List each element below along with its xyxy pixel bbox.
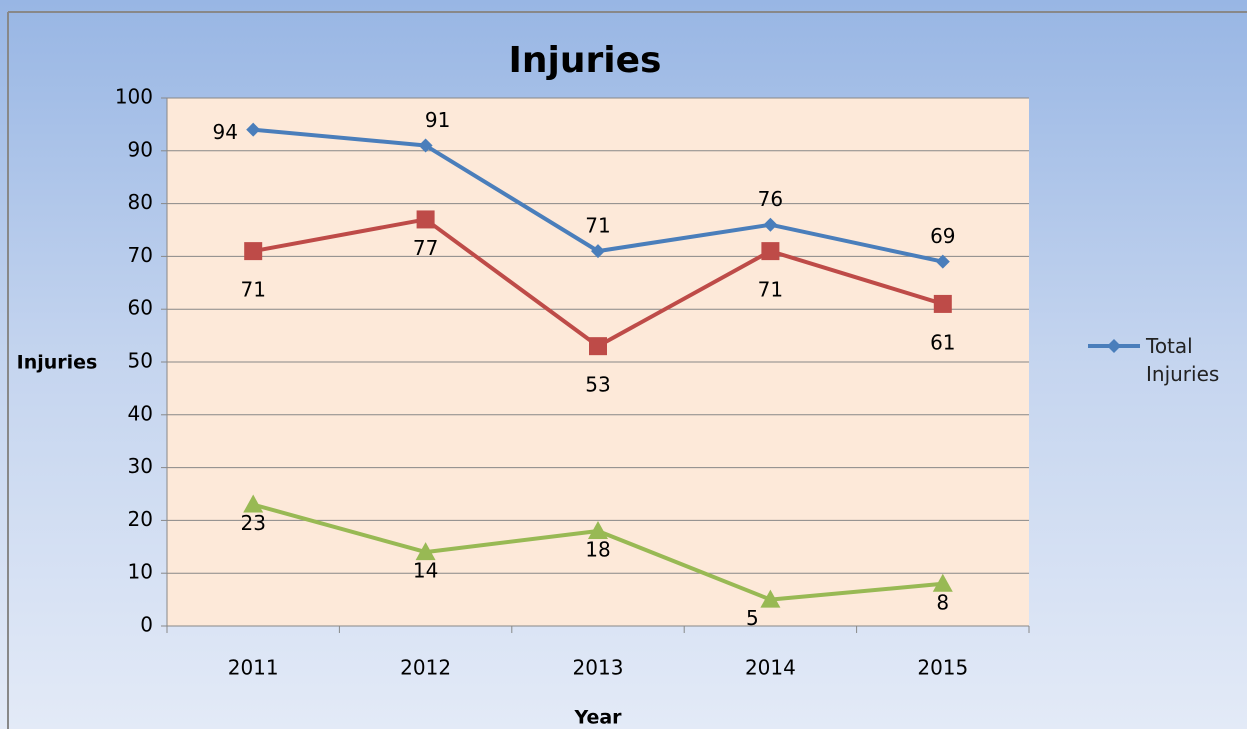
marker — [935, 254, 950, 269]
y-tick-label: 80 — [128, 190, 153, 214]
y-tick-label: 20 — [128, 507, 153, 531]
y-axis-label: Injuries — [17, 352, 98, 374]
x-tick-label: 2011 — [228, 656, 279, 680]
y-tick-label: 50 — [128, 349, 153, 373]
marker — [760, 589, 781, 608]
y-tick-label: 100 — [115, 85, 153, 109]
marker — [243, 494, 264, 513]
data-label: 94 — [212, 120, 237, 144]
data-label: 77 — [413, 236, 438, 260]
marker — [763, 217, 778, 232]
data-label: 23 — [240, 511, 265, 535]
marker — [418, 138, 433, 153]
data-label: 53 — [585, 373, 610, 397]
y-tick-label: 40 — [128, 401, 153, 425]
y-tick-label: 70 — [128, 243, 153, 267]
marker — [244, 242, 263, 261]
x-tick-label: 2012 — [400, 656, 451, 680]
data-label: 18 — [585, 537, 610, 561]
data-label: 14 — [413, 559, 438, 583]
marker — [246, 122, 261, 137]
x-tick-label: 2014 — [745, 656, 796, 680]
data-label: 71 — [585, 214, 610, 238]
data-label: 5 — [746, 606, 759, 630]
y-tick-label: 10 — [128, 560, 153, 584]
x-tick-label: 2013 — [573, 656, 624, 680]
data-label: 69 — [930, 224, 955, 248]
y-tick-label: 0 — [140, 613, 153, 637]
data-label: 91 — [425, 108, 450, 132]
marker — [933, 294, 952, 313]
chart-title: Injuries — [509, 40, 662, 81]
data-label: 71 — [758, 278, 783, 302]
legend-label: Total Injuries — [1146, 334, 1220, 386]
marker — [416, 210, 435, 229]
marker — [591, 244, 605, 259]
marker — [589, 337, 607, 356]
marker — [415, 542, 436, 561]
data-label: 71 — [240, 278, 265, 302]
x-tick-label: 2015 — [917, 656, 968, 680]
y-tick-label: 30 — [128, 454, 153, 478]
data-label: 61 — [930, 330, 955, 354]
marker — [932, 573, 953, 592]
marker — [761, 242, 780, 261]
data-label: 76 — [758, 187, 783, 211]
legend-marker — [1107, 339, 1121, 353]
y-tick-label: 90 — [128, 137, 153, 161]
x-axis-label: Year — [573, 707, 622, 729]
y-tick-label: 60 — [128, 296, 153, 320]
data-label: 8 — [936, 590, 949, 614]
marker — [588, 520, 608, 539]
